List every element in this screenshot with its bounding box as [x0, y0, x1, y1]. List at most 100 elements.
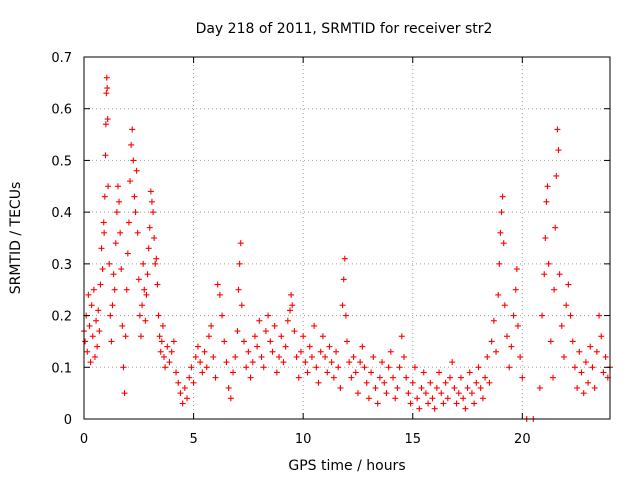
- data-point: [442, 379, 449, 386]
- data-point: [166, 359, 173, 366]
- x-tick-label: 10: [295, 432, 312, 447]
- data-point: [499, 193, 506, 200]
- data-point: [93, 317, 100, 324]
- data-point: [219, 312, 226, 319]
- plot-frame: [83, 56, 611, 420]
- data-point: [578, 369, 585, 376]
- data-point: [368, 369, 375, 376]
- data-point: [311, 322, 318, 329]
- data-point: [582, 359, 589, 366]
- data-point: [164, 343, 171, 350]
- data-point: [284, 317, 291, 324]
- data-point: [177, 390, 184, 397]
- data-point: [159, 322, 166, 329]
- data-point: [137, 333, 144, 340]
- data-point: [431, 405, 438, 412]
- data-point: [340, 276, 347, 283]
- data-point: [265, 312, 272, 319]
- data-point: [512, 286, 519, 293]
- data-point: [199, 369, 206, 376]
- data-point: [587, 343, 594, 350]
- data-point: [127, 178, 134, 185]
- data-point: [280, 359, 287, 366]
- data-point: [223, 359, 230, 366]
- data-point: [144, 271, 151, 278]
- data-point: [282, 343, 289, 350]
- y-tick-label: 0.4: [51, 206, 72, 221]
- data-point: [192, 353, 199, 360]
- data-point: [547, 338, 554, 345]
- data-point: [542, 235, 549, 241]
- data-point: [113, 209, 120, 216]
- data-point: [293, 353, 300, 360]
- data-point: [335, 364, 342, 371]
- data-point: [339, 302, 346, 309]
- data-point: [414, 395, 421, 402]
- data-point: [438, 390, 445, 397]
- x-tick-labels: 0 5 10 15 20: [80, 432, 531, 447]
- data-point: [251, 333, 258, 340]
- data-point: [328, 359, 335, 366]
- data-point: [545, 260, 552, 267]
- data-point: [278, 333, 285, 340]
- data-point: [451, 384, 458, 391]
- data-point: [142, 317, 149, 324]
- data-point: [359, 343, 366, 350]
- data-point: [155, 312, 162, 319]
- data-point: [287, 307, 294, 314]
- data-point: [240, 338, 247, 345]
- data-point: [477, 384, 484, 391]
- data-point: [429, 395, 436, 402]
- data-point: [385, 364, 392, 371]
- data-point: [117, 229, 124, 236]
- data-point: [306, 343, 313, 350]
- data-point: [319, 333, 326, 340]
- data-point: [563, 302, 570, 309]
- data-point: [602, 353, 609, 360]
- data-point: [181, 384, 188, 391]
- data-point: [98, 245, 105, 252]
- data-point: [291, 328, 298, 335]
- data-point: [107, 312, 114, 319]
- data-point: [154, 281, 161, 288]
- data-point: [269, 348, 276, 355]
- data-point: [97, 281, 104, 288]
- data-point: [341, 255, 348, 262]
- y-tick-label: 0.2: [51, 310, 72, 325]
- data-point: [554, 126, 561, 133]
- data-point: [235, 286, 242, 293]
- data-point: [108, 338, 115, 345]
- data-point: [468, 390, 475, 397]
- data-point: [295, 374, 302, 381]
- data-point: [519, 374, 526, 381]
- data-point: [110, 271, 117, 278]
- data-point: [460, 395, 467, 402]
- data-point: [506, 364, 513, 371]
- data-point: [210, 353, 217, 360]
- data-point: [473, 379, 480, 386]
- data-point: [262, 328, 269, 335]
- data-point: [495, 291, 502, 298]
- data-point: [376, 374, 383, 381]
- data-point: [315, 379, 322, 386]
- data-point: [510, 312, 517, 319]
- data-point: [326, 343, 333, 350]
- data-point: [216, 291, 223, 298]
- data-point: [105, 183, 112, 190]
- data-points: [81, 74, 613, 422]
- data-point: [357, 359, 364, 366]
- data-point: [447, 374, 454, 381]
- data-point: [84, 348, 91, 355]
- data-point: [501, 302, 508, 309]
- data-point: [440, 400, 447, 407]
- data-point: [201, 348, 208, 355]
- data-point: [118, 266, 125, 273]
- data-point: [560, 353, 567, 360]
- data-point: [580, 390, 587, 397]
- data-point: [302, 359, 309, 366]
- grid-lines: [84, 57, 610, 419]
- data-point: [556, 271, 563, 278]
- data-point: [390, 374, 397, 381]
- data-point: [344, 338, 350, 345]
- data-point: [119, 322, 126, 329]
